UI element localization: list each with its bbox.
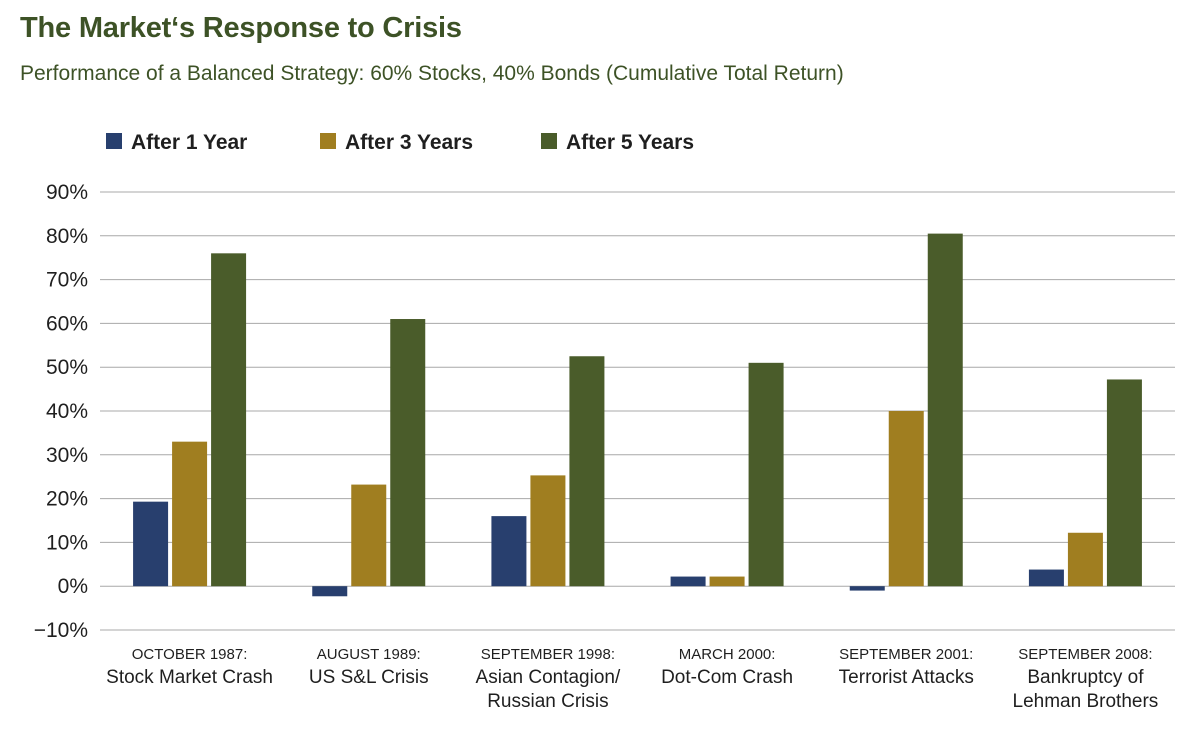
bar-after-3-years-0 — [172, 441, 208, 587]
y-tick-label: 20% — [46, 488, 88, 511]
x-category-label: Dot-Com Crash — [661, 667, 793, 688]
x-category-label: SEPTEMBER 1998: — [481, 646, 615, 663]
bar-after-1-year-0 — [133, 501, 169, 587]
x-category-label: Terrorist Attacks — [839, 667, 974, 688]
x-category-label: MARCH 2000: — [679, 646, 776, 663]
x-category-label: Russian Crisis — [487, 691, 608, 712]
x-category-label: Asian Contagion/ — [476, 667, 621, 688]
bars — [133, 233, 1142, 597]
y-tick-label: −10% — [34, 619, 88, 642]
bar-after-1-year-1 — [312, 586, 348, 597]
bar-after-1-year-2 — [491, 516, 527, 587]
y-tick-label: 80% — [46, 225, 88, 248]
y-tick-label: 0% — [58, 575, 88, 598]
bar-after-5-years-3 — [748, 362, 784, 587]
x-category-label: Stock Market Crash — [106, 667, 273, 688]
y-tick-label: 50% — [46, 356, 88, 379]
legend-label: After 1 Year — [131, 131, 247, 154]
legend-label: After 5 Years — [566, 131, 694, 154]
x-category-label: SEPTEMBER 2001: — [839, 646, 973, 663]
bar-after-1-year-4 — [849, 586, 885, 591]
bar-after-3-years-1 — [351, 484, 387, 587]
y-tick-label: 30% — [46, 444, 88, 467]
bar-after-5-years-0 — [211, 253, 247, 587]
y-tick-label: 40% — [46, 400, 88, 423]
chart-title: The Market‘s Response to Crisis — [20, 12, 462, 44]
legend-swatch — [106, 133, 122, 149]
bar-after-3-years-4 — [888, 411, 924, 587]
y-tick-label: 10% — [46, 531, 88, 554]
gridlines — [100, 191, 1175, 631]
y-tick-label: 70% — [46, 269, 88, 292]
bar-after-5-years-4 — [927, 233, 963, 587]
legend-label: After 3 Years — [345, 131, 473, 154]
bar-after-3-years-2 — [530, 475, 566, 587]
x-category-label: Lehman Brothers — [1013, 691, 1159, 712]
legend-swatch — [320, 133, 336, 149]
bar-after-5-years-2 — [569, 356, 605, 587]
legend-swatch — [541, 133, 557, 149]
bar-after-3-years-3 — [709, 576, 745, 587]
x-category-label: OCTOBER 1987: — [132, 646, 248, 663]
x-category-label: AUGUST 1989: — [317, 646, 421, 663]
chart-subtitle: Performance of a Balanced Strategy: 60% … — [20, 62, 844, 85]
legend: After 1 Year After 3 Years After 5 Years — [106, 131, 694, 154]
y-tick-label: 60% — [46, 312, 88, 335]
bar-after-1-year-5 — [1028, 569, 1064, 587]
x-category-label: US S&L Crisis — [309, 667, 429, 688]
bar-after-5-years-5 — [1106, 379, 1142, 587]
y-axis-ticks: 90% 80% 70% 60% 50% 40% 30% 20% 10% 0% −10% — [34, 181, 88, 642]
bar-after-3-years-5 — [1067, 532, 1103, 587]
x-category-label: SEPTEMBER 2008: — [1018, 646, 1152, 663]
bar-after-1-year-3 — [670, 576, 706, 587]
y-tick-label: 90% — [46, 181, 88, 204]
bar-after-5-years-1 — [390, 319, 426, 587]
x-category-label: Bankruptcy of — [1027, 667, 1144, 688]
x-axis-labels: OCTOBER 1987: Stock Market Crash AUGUST 19… — [106, 646, 1158, 712]
